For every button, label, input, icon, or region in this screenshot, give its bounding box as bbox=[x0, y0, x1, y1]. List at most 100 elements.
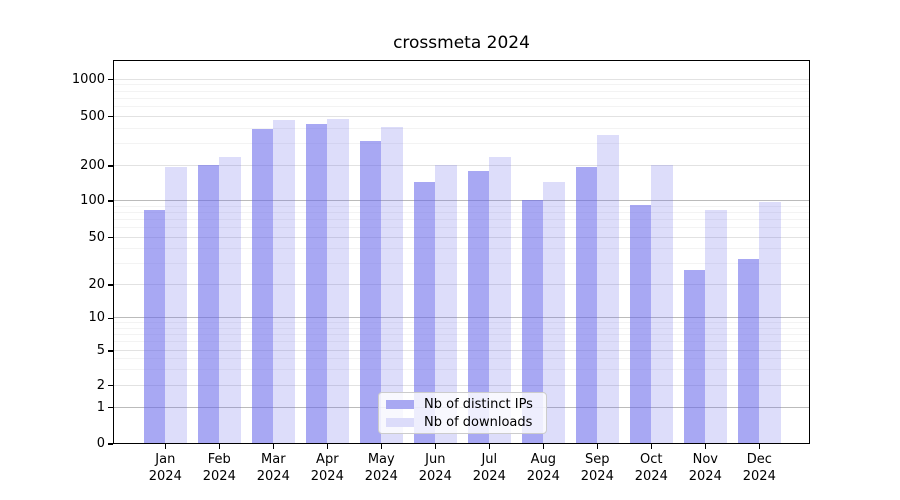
y-tick-label-10: 10 bbox=[88, 310, 105, 326]
x-tick-label-dec: Dec 2024 bbox=[742, 452, 776, 484]
bar-jan-downloads bbox=[165, 167, 187, 444]
minor-gridline bbox=[113, 322, 810, 324]
bar-jun-downloads bbox=[435, 164, 457, 444]
minor-gridline bbox=[113, 358, 810, 360]
bar-apr-ips bbox=[305, 124, 328, 444]
gridline-200 bbox=[113, 165, 810, 166]
minor-gridline bbox=[113, 227, 810, 229]
y-tick-mark bbox=[108, 116, 113, 118]
y-tick-mark bbox=[108, 385, 113, 387]
bar-nov-downloads bbox=[705, 209, 727, 444]
legend-swatch-downloads bbox=[386, 417, 414, 427]
minor-gridline bbox=[113, 106, 810, 107]
y-tick-label-500: 500 bbox=[80, 108, 105, 124]
minor-gridline bbox=[113, 341, 810, 343]
x-tick-mark bbox=[218, 444, 220, 449]
legend-swatch-distinct-ips bbox=[386, 399, 414, 409]
gridline-500 bbox=[113, 115, 810, 117]
bar-mar-downloads bbox=[273, 120, 295, 444]
legend: Nb of distinct IPs Nb of downloads bbox=[378, 392, 547, 434]
y-tick-mark bbox=[108, 317, 113, 319]
y-tick-mark bbox=[108, 443, 113, 445]
legend-item-downloads: Nb of downloads bbox=[386, 414, 539, 430]
bar-jul-downloads bbox=[489, 156, 511, 444]
x-tick-label-jan: Jan 2024 bbox=[148, 452, 182, 484]
bar-jan-ips bbox=[143, 209, 166, 444]
y-tick-mark bbox=[108, 165, 113, 167]
gridline-2 bbox=[113, 384, 810, 386]
minor-gridline bbox=[113, 127, 810, 129]
x-tick-mark bbox=[542, 444, 544, 449]
x-tick-mark bbox=[164, 444, 166, 449]
x-tick-label-apr: Apr 2024 bbox=[310, 452, 344, 484]
bar-aug-ips bbox=[521, 199, 544, 444]
x-tick-label-aug: Aug 2024 bbox=[526, 452, 560, 484]
x-tick-mark bbox=[704, 444, 706, 449]
chart-title: crossmeta 2024 bbox=[393, 33, 530, 53]
y-tick-label-1000: 1000 bbox=[71, 71, 105, 87]
minor-gridline bbox=[113, 211, 810, 213]
bar-may-ips bbox=[359, 140, 382, 444]
minor-gridline bbox=[113, 143, 810, 145]
y-tick-label-200: 200 bbox=[80, 158, 105, 173]
y-tick-label-1: 1 bbox=[96, 399, 105, 415]
bar-feb-ips bbox=[197, 164, 220, 444]
x-tick-mark bbox=[434, 444, 436, 449]
gridline-5 bbox=[113, 350, 810, 351]
gridline-20 bbox=[113, 284, 810, 285]
x-tick-mark bbox=[326, 444, 328, 449]
minor-gridline bbox=[113, 369, 810, 371]
minor-gridline bbox=[113, 263, 810, 265]
y-tick-mark bbox=[108, 407, 113, 409]
bar-nov-ips bbox=[683, 269, 706, 444]
y-tick-mark bbox=[108, 350, 113, 352]
y-tick-label-20: 20 bbox=[88, 277, 105, 292]
x-tick-mark bbox=[758, 444, 760, 449]
x-tick-label-nov: Nov 2024 bbox=[688, 452, 722, 484]
minor-gridline bbox=[113, 205, 810, 207]
y-tick-label-2: 2 bbox=[96, 377, 105, 393]
bar-apr-downloads bbox=[327, 118, 349, 444]
bar-feb-downloads bbox=[219, 157, 241, 444]
minor-gridline bbox=[113, 84, 810, 86]
y-tick-mark bbox=[108, 79, 113, 81]
minor-gridline bbox=[113, 327, 810, 329]
x-tick-label-oct: Oct 2024 bbox=[634, 452, 668, 484]
legend-label-downloads: Nb of downloads bbox=[424, 414, 533, 430]
bar-jul-ips bbox=[467, 171, 490, 444]
gridline-1000 bbox=[113, 78, 810, 80]
x-tick-mark bbox=[596, 444, 598, 449]
bar-sep-ips bbox=[575, 167, 598, 444]
bar-mar-ips bbox=[251, 129, 274, 444]
minor-gridline bbox=[113, 218, 810, 220]
plot-area bbox=[113, 60, 810, 444]
y-tick-label-50: 50 bbox=[88, 229, 105, 245]
bar-dec-downloads bbox=[759, 202, 781, 444]
minor-gridline bbox=[113, 97, 810, 99]
minor-gridline bbox=[113, 248, 810, 250]
y-tick-label-5: 5 bbox=[96, 343, 105, 358]
bar-sep-downloads bbox=[597, 135, 619, 444]
x-tick-label-jun: Jun 2024 bbox=[418, 452, 452, 484]
gridline-10 bbox=[113, 317, 810, 319]
gridline-100 bbox=[113, 200, 810, 201]
bar-jun-ips bbox=[413, 182, 436, 444]
x-tick-label-mar: Mar 2024 bbox=[256, 452, 290, 484]
y-tick-mark bbox=[108, 237, 113, 239]
bar-oct-downloads bbox=[651, 164, 673, 444]
x-tick-mark bbox=[272, 444, 274, 449]
bar-aug-downloads bbox=[543, 181, 565, 444]
x-tick-label-sep: Sep 2024 bbox=[580, 452, 614, 484]
bar-may-downloads bbox=[381, 126, 403, 444]
legend-item-distinct-ips: Nb of distinct IPs bbox=[386, 396, 539, 412]
bar-oct-ips bbox=[629, 204, 652, 444]
minor-gridline bbox=[113, 90, 810, 92]
bar-dec-ips bbox=[737, 259, 760, 444]
gridline-50 bbox=[113, 236, 810, 238]
legend-label-distinct-ips: Nb of distinct IPs bbox=[424, 396, 533, 412]
y-tick-label-0: 0 bbox=[96, 436, 105, 451]
y-tick-mark bbox=[108, 284, 113, 286]
y-tick-mark bbox=[108, 200, 113, 202]
minor-gridline bbox=[113, 334, 810, 336]
